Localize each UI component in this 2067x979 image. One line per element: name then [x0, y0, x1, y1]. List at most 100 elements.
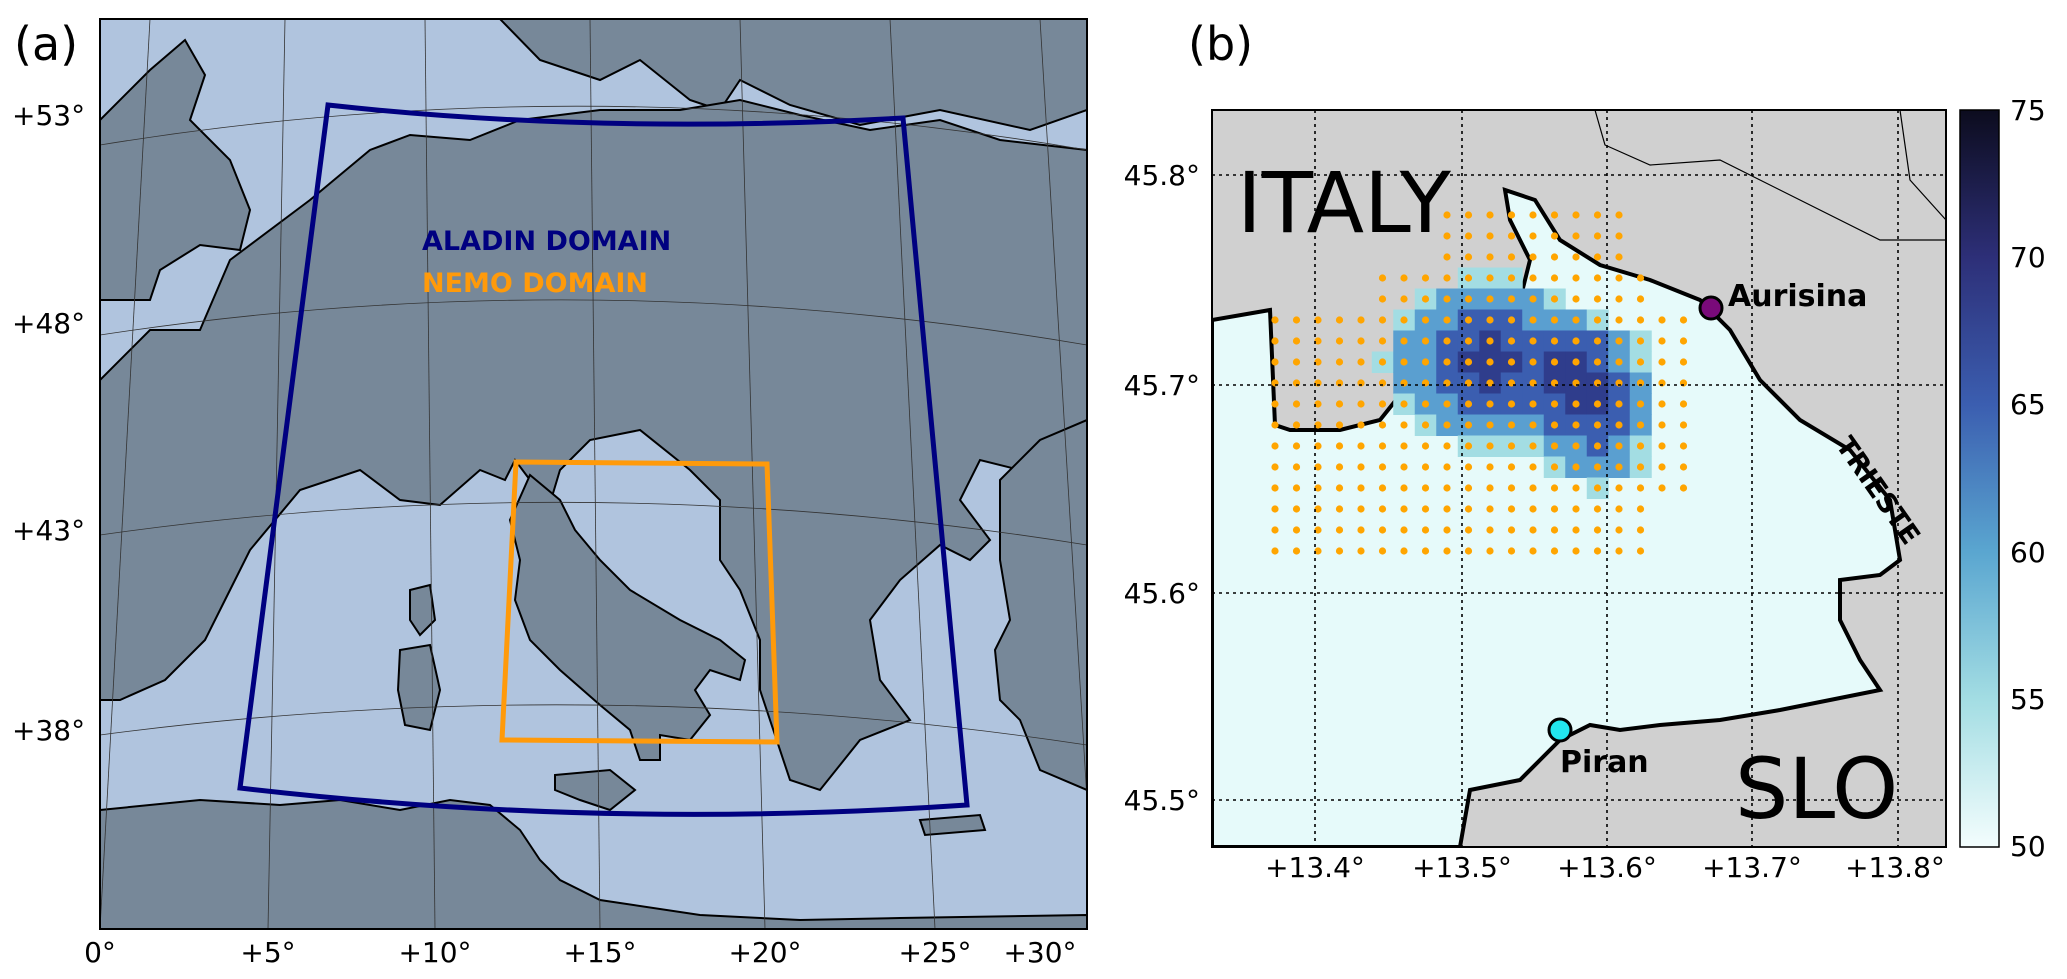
grid-point [1443, 442, 1451, 450]
grid-point [1378, 505, 1387, 513]
grid-point [1314, 505, 1322, 513]
grid-point [1529, 274, 1537, 282]
grid-point [1572, 358, 1580, 366]
grid-point [1593, 421, 1602, 429]
grid-point [1572, 316, 1580, 324]
grid-point [1507, 505, 1516, 513]
grid-point [1615, 484, 1623, 492]
grid-point [1615, 526, 1623, 534]
lon-tick: +25° [898, 936, 971, 969]
grid-point [1378, 526, 1387, 534]
grid-point [1335, 379, 1344, 387]
lon-tick: 0° [84, 936, 116, 969]
grid-point [1443, 505, 1451, 513]
grid-point [1529, 421, 1537, 429]
grid-point [1421, 274, 1430, 282]
grid-point [1314, 526, 1322, 534]
grid-point [1507, 232, 1516, 240]
grid-point [1636, 379, 1645, 387]
grid-point [1636, 442, 1645, 450]
grid-point [1443, 421, 1451, 429]
grid-point [1292, 421, 1301, 429]
grid-point [1529, 547, 1537, 555]
grid-point [1593, 505, 1602, 513]
grid-point [1357, 547, 1365, 555]
grid-point [1615, 442, 1623, 450]
grid-point [1314, 547, 1322, 555]
colorbar-tick: 70 [2010, 241, 2046, 274]
lat-tick: +53° [12, 99, 85, 132]
grid-point [1529, 358, 1537, 366]
grid-point [1292, 442, 1301, 450]
grid-point [1593, 547, 1602, 555]
grid-point [1486, 484, 1494, 492]
grid-point [1529, 253, 1537, 261]
grid-point [1335, 463, 1344, 471]
grid-point [1507, 358, 1516, 366]
grid-point [1615, 253, 1623, 261]
grid-point [1550, 211, 1559, 219]
grid-point [1636, 274, 1645, 282]
grid-point [1486, 337, 1494, 345]
grid-point [1292, 358, 1301, 366]
grid-point [1271, 526, 1279, 534]
grid-point [1271, 547, 1279, 555]
grid-point [1421, 463, 1430, 471]
grid-point [1572, 421, 1580, 429]
grid-point [1507, 463, 1516, 471]
grid-point [1292, 316, 1301, 324]
grid-point [1464, 358, 1473, 366]
lat-tick: 45.5° [1124, 784, 1200, 817]
grid-point [1529, 295, 1537, 303]
grid-point [1679, 316, 1688, 324]
grid-point [1421, 547, 1430, 555]
grid-point [1486, 274, 1494, 282]
grid-point [1658, 484, 1666, 492]
grid-point [1572, 337, 1580, 345]
grid-point [1443, 400, 1451, 408]
grid-point [1357, 484, 1365, 492]
grid-point [1464, 421, 1473, 429]
grid-point [1593, 232, 1602, 240]
grid-point [1443, 337, 1451, 345]
grid-point [1507, 526, 1516, 534]
grid-point [1658, 400, 1666, 408]
grid-point [1572, 547, 1580, 555]
grid-point [1464, 295, 1473, 303]
grid-point [1636, 337, 1645, 345]
grid-point [1550, 316, 1559, 324]
grid-point [1636, 316, 1645, 324]
lon-tick: +13.4° [1265, 851, 1365, 884]
colorbar-tick: 55 [2010, 683, 2046, 716]
grid-point [1507, 211, 1516, 219]
grid-point [1572, 211, 1580, 219]
grid-point [1486, 421, 1494, 429]
grid-point [1550, 400, 1559, 408]
grid-point [1550, 274, 1559, 282]
grid-point [1443, 526, 1451, 534]
grid-point [1636, 463, 1645, 471]
grid-point [1593, 442, 1602, 450]
grid-point [1486, 316, 1494, 324]
grid-point [1507, 274, 1516, 282]
nemo-domain-label: NEMO DOMAIN [422, 268, 648, 299]
grid-point [1378, 295, 1387, 303]
grid-point [1335, 358, 1344, 366]
panel-a-lat-ticks: +53° +48° +43° +38° [12, 99, 85, 747]
grid-point [1357, 358, 1365, 366]
grid-point [1615, 505, 1623, 513]
grid-point [1400, 274, 1408, 282]
grid-point [1529, 442, 1537, 450]
grid-point [1593, 337, 1602, 345]
grid-point [1679, 400, 1688, 408]
grid-point [1443, 316, 1451, 324]
grid-point [1529, 505, 1537, 513]
nemo-domain-outline [499, 459, 780, 745]
grid-point [1593, 358, 1602, 366]
grid-point [1357, 400, 1365, 408]
grid-point [1292, 337, 1301, 345]
grid-point [1529, 484, 1537, 492]
grid-point [1464, 400, 1473, 408]
grid-point [1357, 505, 1365, 513]
